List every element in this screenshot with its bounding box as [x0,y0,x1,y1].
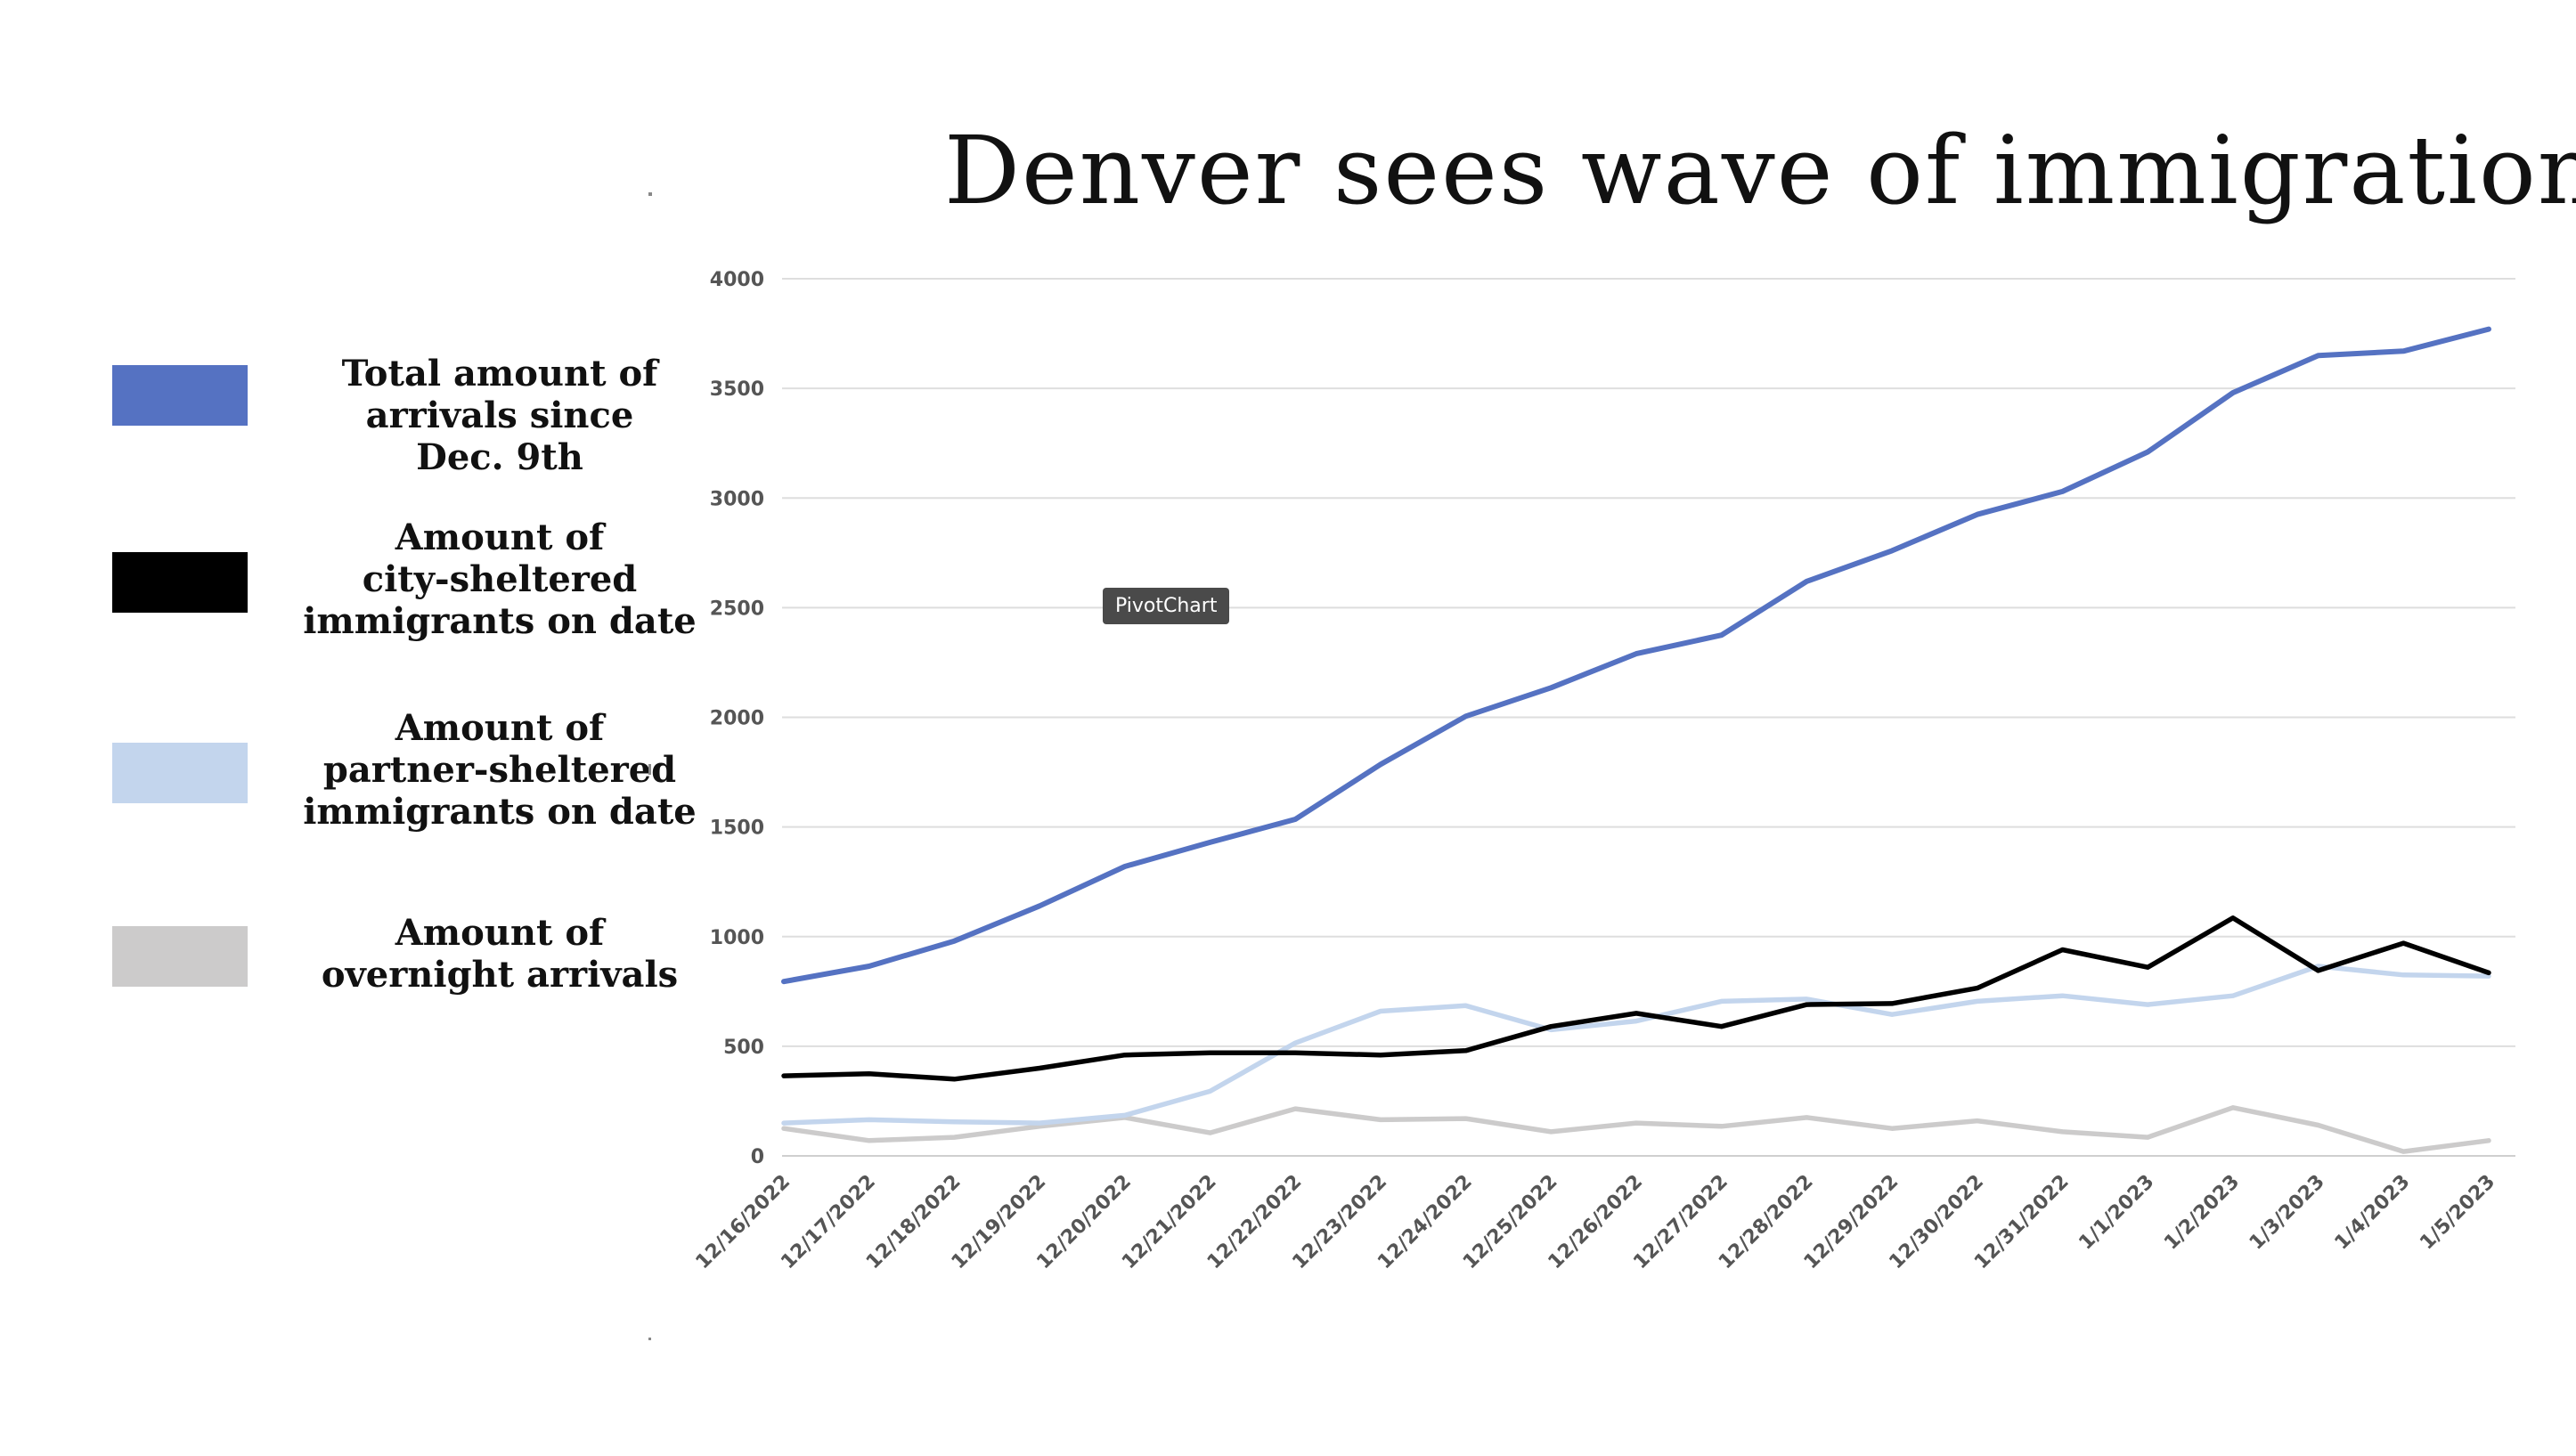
series-lines [781,326,2491,1154]
y-tick-label: 3500 [710,378,764,401]
legend-swatch-partner-sheltered [112,743,248,803]
x-tick-label: 1/4/2023 [2331,1171,2415,1255]
x-tick-label: 1/1/2023 [2075,1171,2158,1255]
stray-mark-middle [648,764,651,775]
x-tick-label: 1/2/2023 [2160,1171,2244,1255]
legend-label-overnight-arrivals: Amount of overnight arrivals [321,912,679,996]
x-tick-label: 1/3/2023 [2246,1171,2329,1255]
series-line-overnight-arrivals[interactable] [781,1105,2491,1154]
x-axis-ticks: 12/16/202212/17/202212/18/202212/19/2022… [692,1171,2500,1274]
series-line-partner-sheltered[interactable] [781,964,2491,1126]
y-tick-label: 2500 [710,598,764,620]
stray-mark-top [648,192,652,196]
y-tick-label: 4000 [710,269,764,291]
legend-swatch-total-arrivals [112,365,248,426]
legend-swatch-overnight-arrivals [112,926,248,987]
y-tick-label: 1500 [710,817,764,840]
y-tick-label: 2000 [710,708,764,730]
y-axis-ticks: 0 500 1000 1500 2000 2500 3000 3500 4000 [710,269,764,1168]
stray-mark-bottom [648,1338,651,1340]
y-tick-label: 1000 [710,927,764,949]
chart-title: Denver sees wave of immigration [944,116,2576,225]
x-tick-label: 1/5/2023 [2416,1171,2499,1255]
legend-label-total-arrivals: Total amount of arrivals since Dec. 9th [341,353,658,478]
y-tick-label: 500 [723,1037,764,1059]
legend-label-city-sheltered: Amount of city-sheltered immigrants on d… [303,517,697,642]
series-line-total-arrivals[interactable] [781,326,2491,985]
y-tick-label: 3000 [710,488,764,510]
legend-swatch-city-sheltered [112,552,248,613]
y-tick-label: 0 [751,1146,764,1168]
pivotchart-tooltip: PivotChart [1103,588,1230,624]
gridlines [782,278,2515,1157]
legend-label-partner-sheltered: Amount of partner-sheltered immigrants o… [303,707,697,833]
series-line-city-sheltered[interactable] [781,915,2491,1082]
